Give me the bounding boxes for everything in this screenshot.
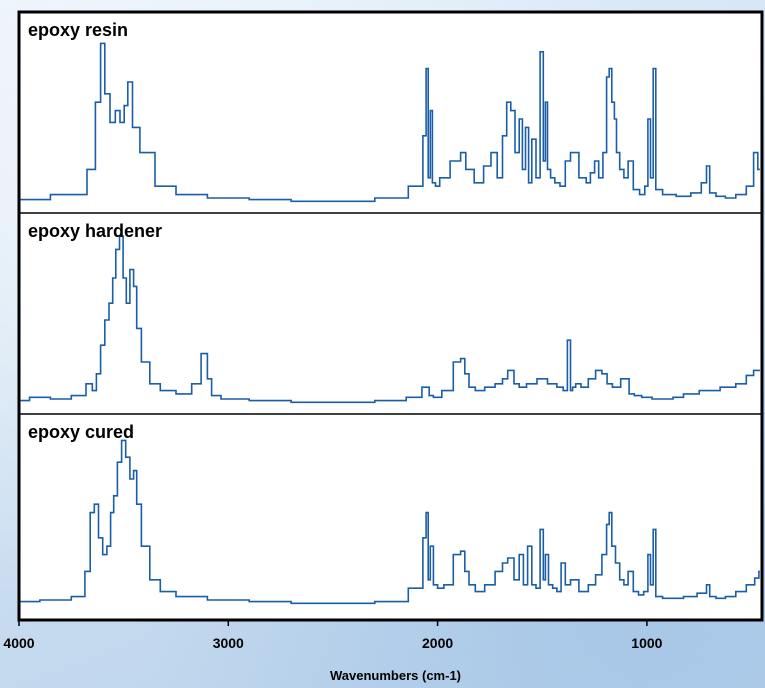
plot-area-background (19, 12, 762, 620)
panel-title: epoxy resin (28, 20, 128, 40)
spectrum-line (19, 42, 760, 203)
x-tick-label: 1000 (631, 635, 662, 651)
spectra-panels: epoxy resin epoxy hardener epoxy cured (19, 20, 762, 605)
panel-1: epoxy resin (19, 20, 760, 203)
plot-frame (17, 10, 764, 622)
x-axis: 4000 3000 2000 1000 (3, 620, 663, 651)
panel-title: epoxy hardener (28, 221, 162, 241)
spectrum-line (19, 235, 760, 404)
panel-3: epoxy cured (19, 413, 762, 605)
x-tick-label: 3000 (213, 635, 244, 651)
x-tick-label: 4000 (3, 635, 34, 651)
panel-2: epoxy hardener (19, 212, 762, 404)
spectrum-line (19, 439, 760, 605)
x-axis-label: Wavenumbers (cm-1) (330, 668, 461, 683)
x-tick-label: 2000 (422, 635, 453, 651)
panel-title: epoxy cured (28, 422, 134, 442)
